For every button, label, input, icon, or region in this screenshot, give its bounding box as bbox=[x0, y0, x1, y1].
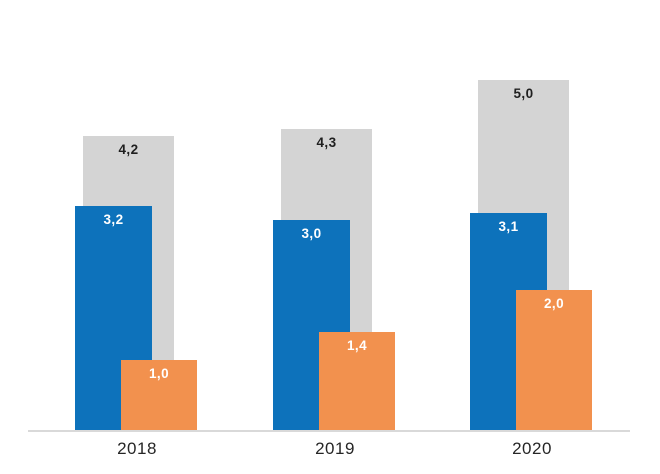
bar-value-label: 3,2 bbox=[103, 212, 124, 227]
bar-value-label: 4,3 bbox=[316, 135, 337, 150]
bar-value-label: 4,2 bbox=[118, 142, 139, 157]
bar-value-label: 3,0 bbox=[301, 226, 322, 241]
bar-orange-2020: 2,0 bbox=[516, 290, 592, 430]
bar-value-label: 5,0 bbox=[513, 86, 534, 101]
bar-value-label: 2,0 bbox=[544, 296, 564, 311]
bar-orange-2019: 1,4 bbox=[319, 332, 395, 430]
x-axis-label-2018: 2018 bbox=[117, 439, 157, 458]
bar-value-label: 1,0 bbox=[149, 366, 169, 381]
x-axis-line bbox=[28, 430, 630, 432]
bar-orange-2018: 1,0 bbox=[121, 360, 197, 430]
bar-value-label: 1,4 bbox=[347, 338, 367, 353]
bar-value-label: 3,1 bbox=[498, 219, 519, 234]
x-axis-label-2019: 2019 bbox=[315, 439, 355, 458]
x-axis-label-2020: 2020 bbox=[512, 439, 552, 458]
